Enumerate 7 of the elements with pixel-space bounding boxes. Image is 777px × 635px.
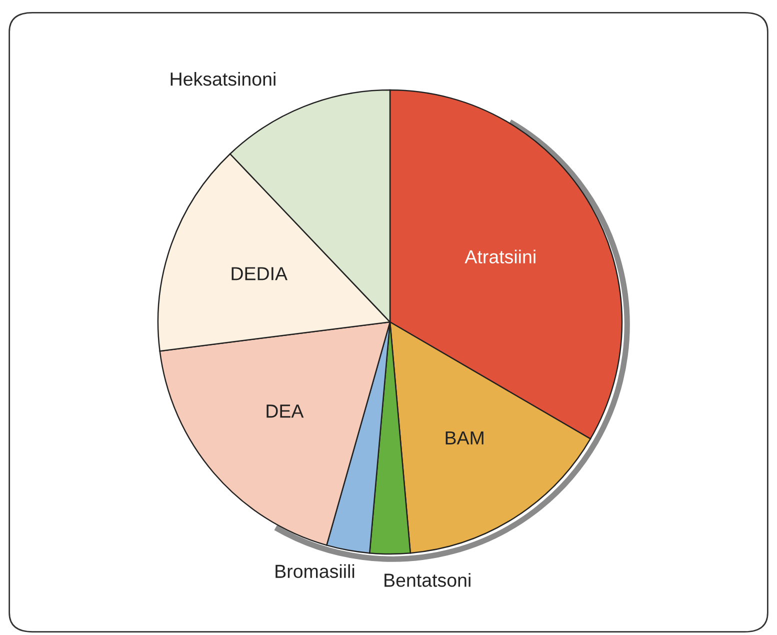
slice-label: Atratsiini [464,250,536,264]
slice-label: BAM [446,431,484,444]
slice-label: DEA [266,404,304,418]
slice-label: Heksatsinoni [170,72,276,86]
slice-label: Bromasiili [276,564,354,578]
slice-label: DEDIA [232,267,288,280]
slice-label: Bentatsoni [384,573,470,587]
